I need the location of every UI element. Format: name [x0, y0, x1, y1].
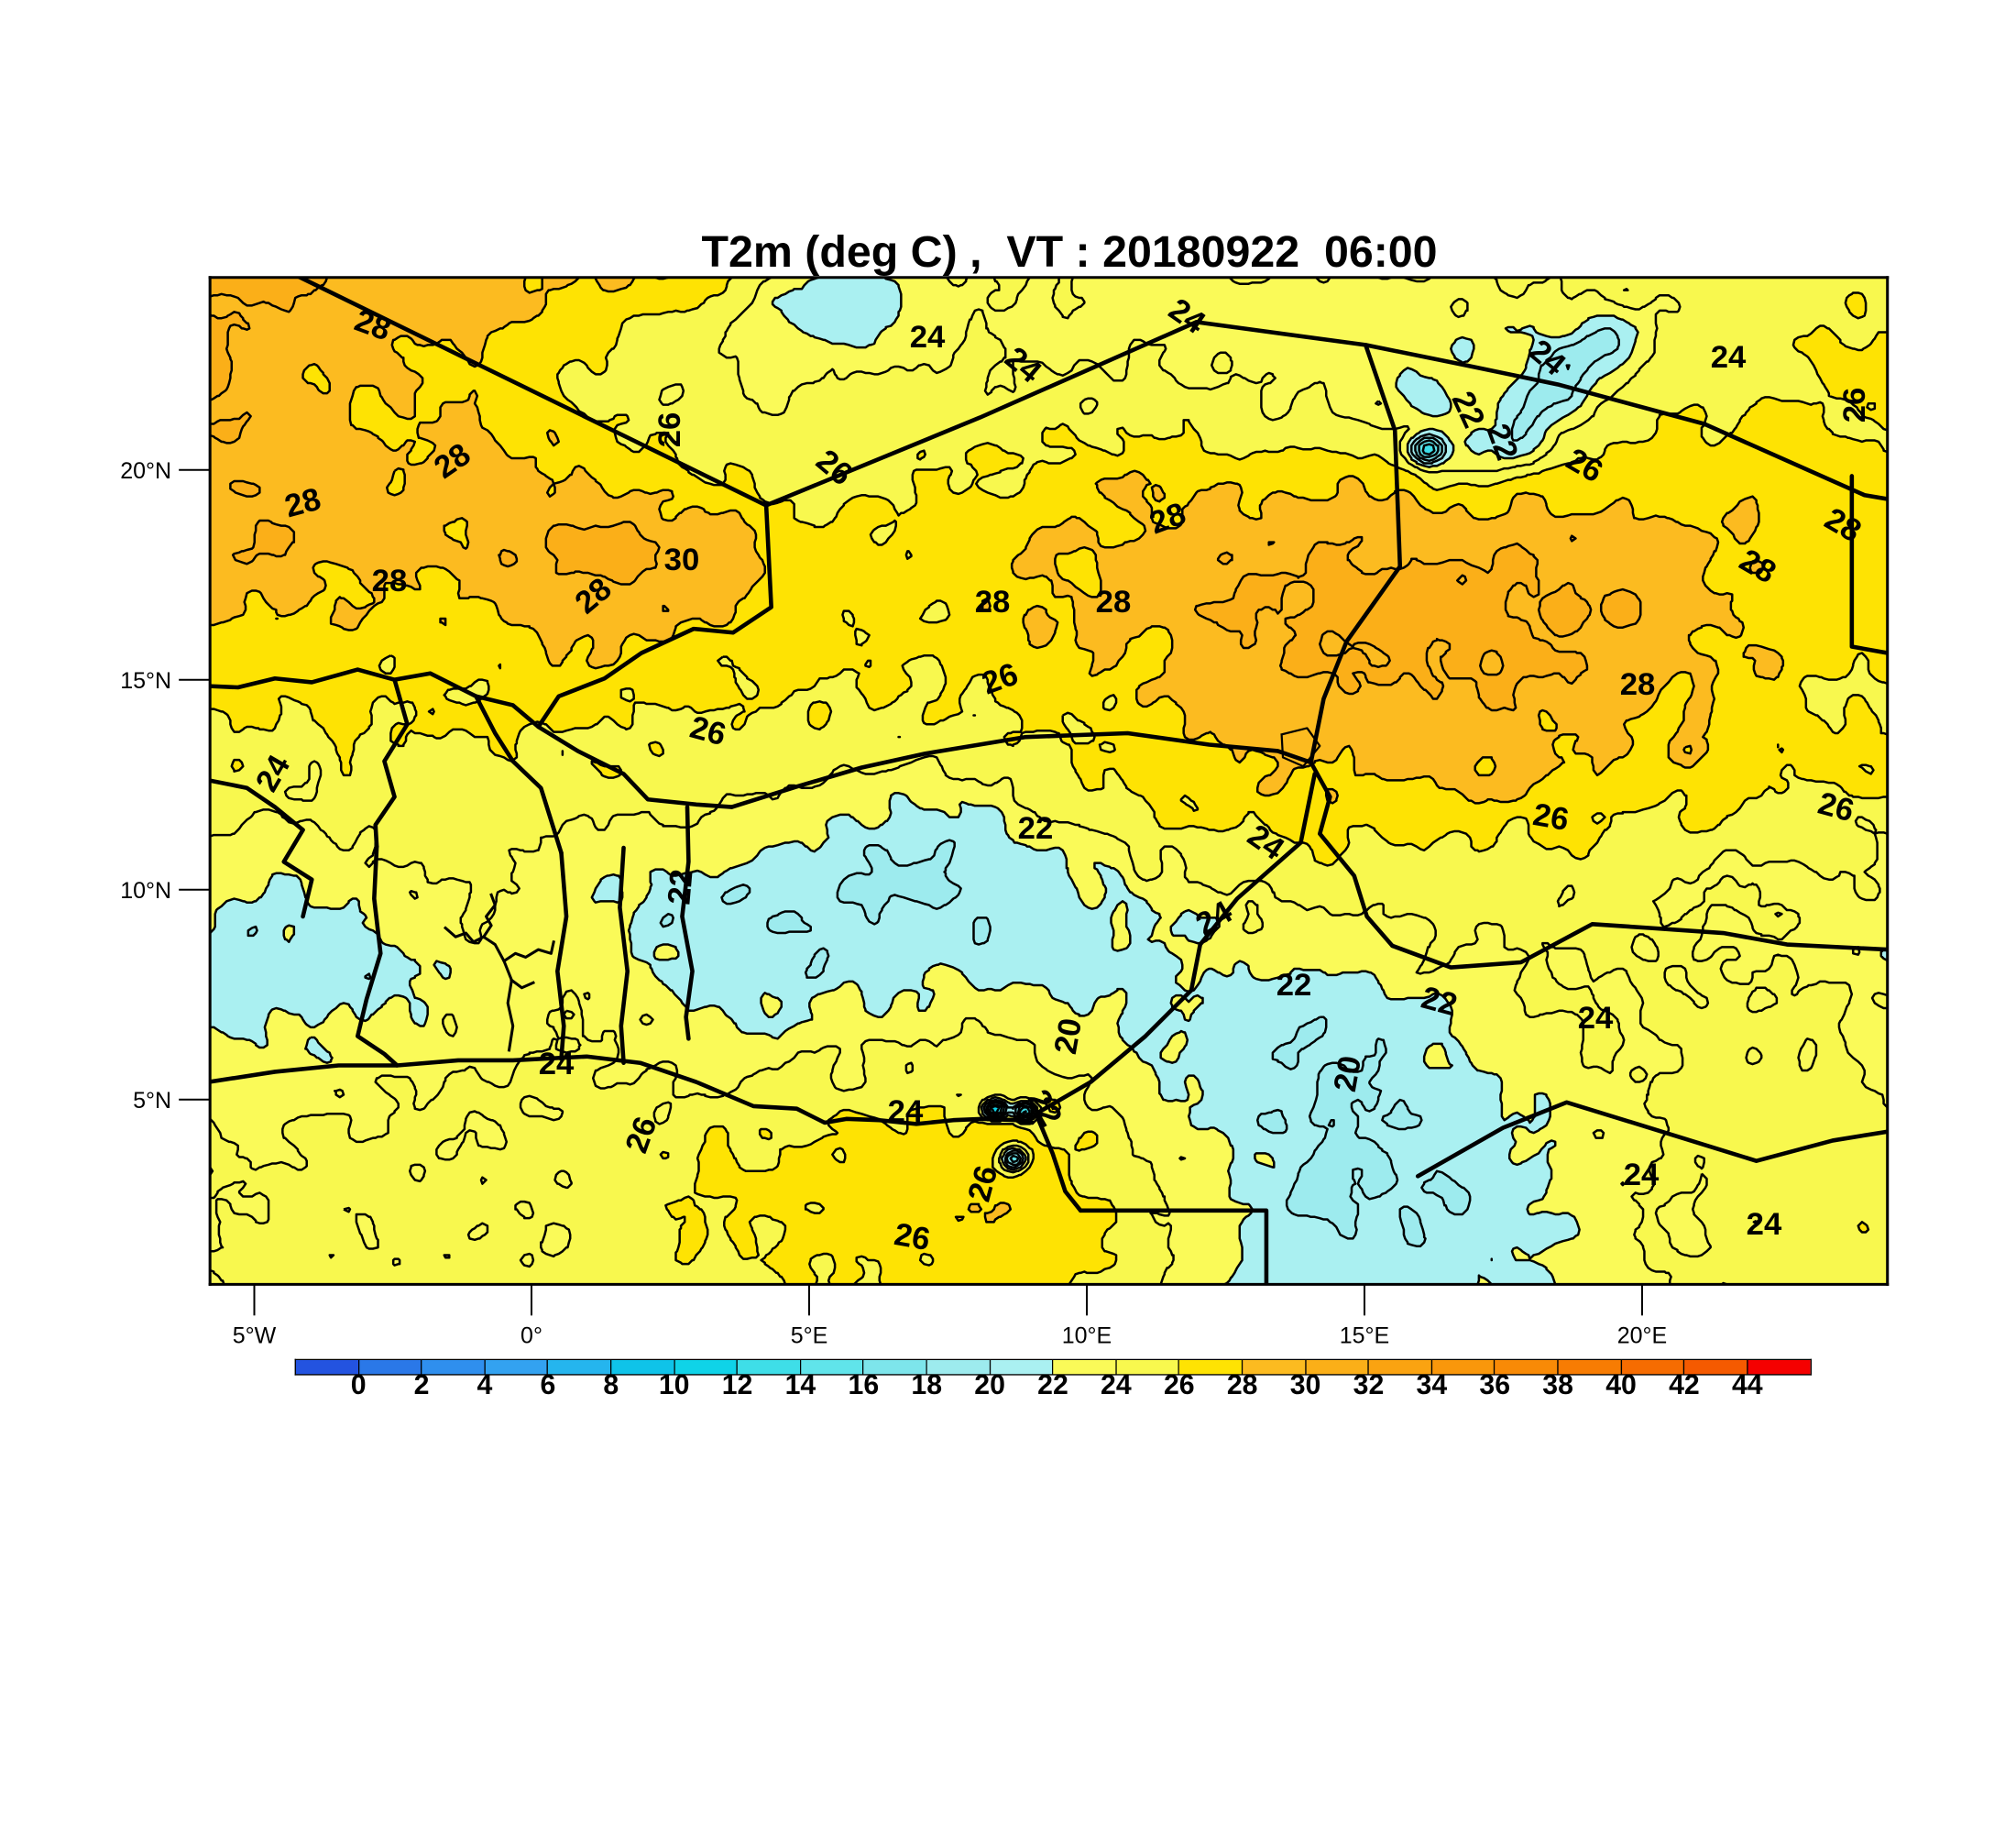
svg-text:26: 26	[1164, 1370, 1195, 1400]
svg-text:32: 32	[1353, 1370, 1385, 1400]
svg-text:10°E: 10°E	[1062, 1323, 1112, 1349]
svg-text:30: 30	[1290, 1370, 1321, 1400]
svg-text:22: 22	[1018, 811, 1054, 846]
svg-text:5°E: 5°E	[791, 1323, 828, 1349]
svg-text:22: 22	[1276, 968, 1312, 1003]
svg-text:26: 26	[892, 1217, 933, 1257]
svg-text:24: 24	[1578, 1001, 1614, 1036]
svg-text:28: 28	[1227, 1370, 1258, 1400]
svg-text:28: 28	[1096, 585, 1132, 620]
svg-text:34: 34	[1417, 1370, 1448, 1400]
svg-text:4: 4	[477, 1370, 493, 1400]
svg-text:26: 26	[652, 412, 687, 448]
svg-text:5°W: 5°W	[233, 1323, 277, 1349]
svg-text:20°N: 20°N	[120, 458, 171, 484]
svg-text:28: 28	[1620, 667, 1656, 702]
svg-text:22: 22	[662, 868, 699, 906]
svg-text:20: 20	[974, 1370, 1005, 1400]
svg-text:T2m (deg C) , VT : 20180922: T2m (deg C) , VT : 20180922 06:00	[701, 227, 1437, 277]
svg-text:40: 40	[1605, 1370, 1637, 1400]
svg-text:24: 24	[539, 1047, 575, 1081]
svg-text:26: 26	[1530, 797, 1572, 838]
svg-text:20: 20	[1328, 1053, 1368, 1094]
svg-text:0: 0	[351, 1370, 367, 1400]
svg-text:8: 8	[603, 1370, 619, 1400]
svg-text:22: 22	[1418, 981, 1461, 1024]
svg-text:26: 26	[1814, 786, 1857, 829]
svg-text:15°E: 15°E	[1340, 1323, 1389, 1349]
svg-text:26: 26	[686, 710, 729, 753]
svg-text:28: 28	[975, 585, 1011, 620]
svg-text:2: 2	[414, 1370, 430, 1400]
svg-text:38: 38	[1542, 1370, 1573, 1400]
svg-text:24: 24	[1101, 1370, 1132, 1400]
svg-text:24: 24	[1747, 1207, 1782, 1242]
svg-text:12: 12	[722, 1370, 753, 1400]
svg-text:24: 24	[1711, 340, 1747, 375]
svg-text:0°: 0°	[520, 1323, 542, 1349]
svg-text:10: 10	[659, 1370, 690, 1400]
svg-text:28: 28	[372, 564, 408, 598]
svg-text:42: 42	[1669, 1370, 1700, 1400]
svg-text:18: 18	[911, 1370, 942, 1400]
svg-text:24: 24	[910, 320, 946, 355]
svg-text:6: 6	[540, 1370, 555, 1400]
svg-text:10°N: 10°N	[120, 878, 171, 904]
svg-text:44: 44	[1732, 1370, 1763, 1400]
svg-text:36: 36	[1479, 1370, 1510, 1400]
svg-text:14: 14	[785, 1370, 816, 1400]
svg-text:5°N: 5°N	[133, 1088, 171, 1114]
svg-text:20°E: 20°E	[1617, 1323, 1667, 1349]
svg-text:20: 20	[1048, 1015, 1089, 1057]
svg-text:24: 24	[888, 1094, 924, 1129]
svg-text:16: 16	[848, 1370, 879, 1400]
svg-text:30: 30	[664, 543, 700, 577]
svg-text:26: 26	[1837, 388, 1872, 423]
svg-text:24: 24	[1624, 1158, 1660, 1192]
svg-text:22: 22	[1037, 1370, 1068, 1400]
svg-text:15°N: 15°N	[120, 668, 171, 694]
